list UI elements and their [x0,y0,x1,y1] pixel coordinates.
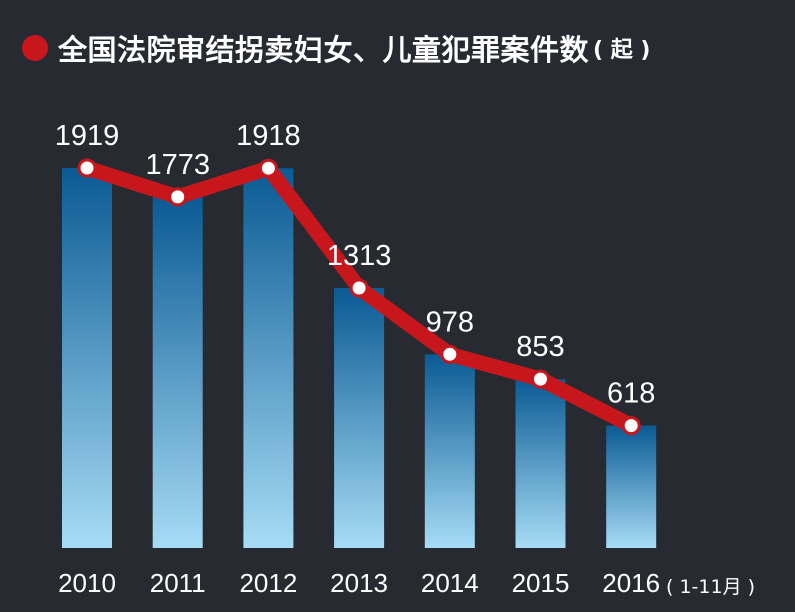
bar-2011 [153,197,203,548]
line-marker-2012 [260,160,276,176]
bar-2016 [606,426,656,548]
value-label-2016: 618 [607,378,655,410]
value-label-2012: 1918 [236,120,301,152]
year-label-2015: 2015 [512,568,570,598]
value-label-2011: 1773 [145,149,210,181]
line-marker-2015 [533,371,549,387]
bar-2014 [425,354,475,548]
year-label-2013: 2013 [330,568,388,598]
value-label-2014: 978 [426,306,474,338]
bar-2012 [243,168,293,548]
bar-2013 [334,288,384,548]
value-label-2015: 853 [516,331,564,363]
year-label-2010: 2010 [58,568,116,598]
value-label-2010: 1919 [55,120,120,152]
year-label-2014: 2014 [421,568,479,598]
year-label-2016: 2016 [602,568,660,598]
year-label-2012: 2012 [239,568,297,598]
bar-2015 [516,379,566,548]
bars-layer [62,168,656,548]
year-label-2011: 2011 [150,568,206,598]
line-marker-2013 [351,280,367,296]
value-label-2013: 1313 [327,240,392,272]
line-marker-2010 [79,160,95,176]
line-marker-2011 [170,189,186,205]
period-note: ( 1-11月 ) [666,572,755,599]
line-marker-2016 [623,418,639,434]
bar-2010 [62,168,112,548]
line-marker-2014 [442,346,458,362]
